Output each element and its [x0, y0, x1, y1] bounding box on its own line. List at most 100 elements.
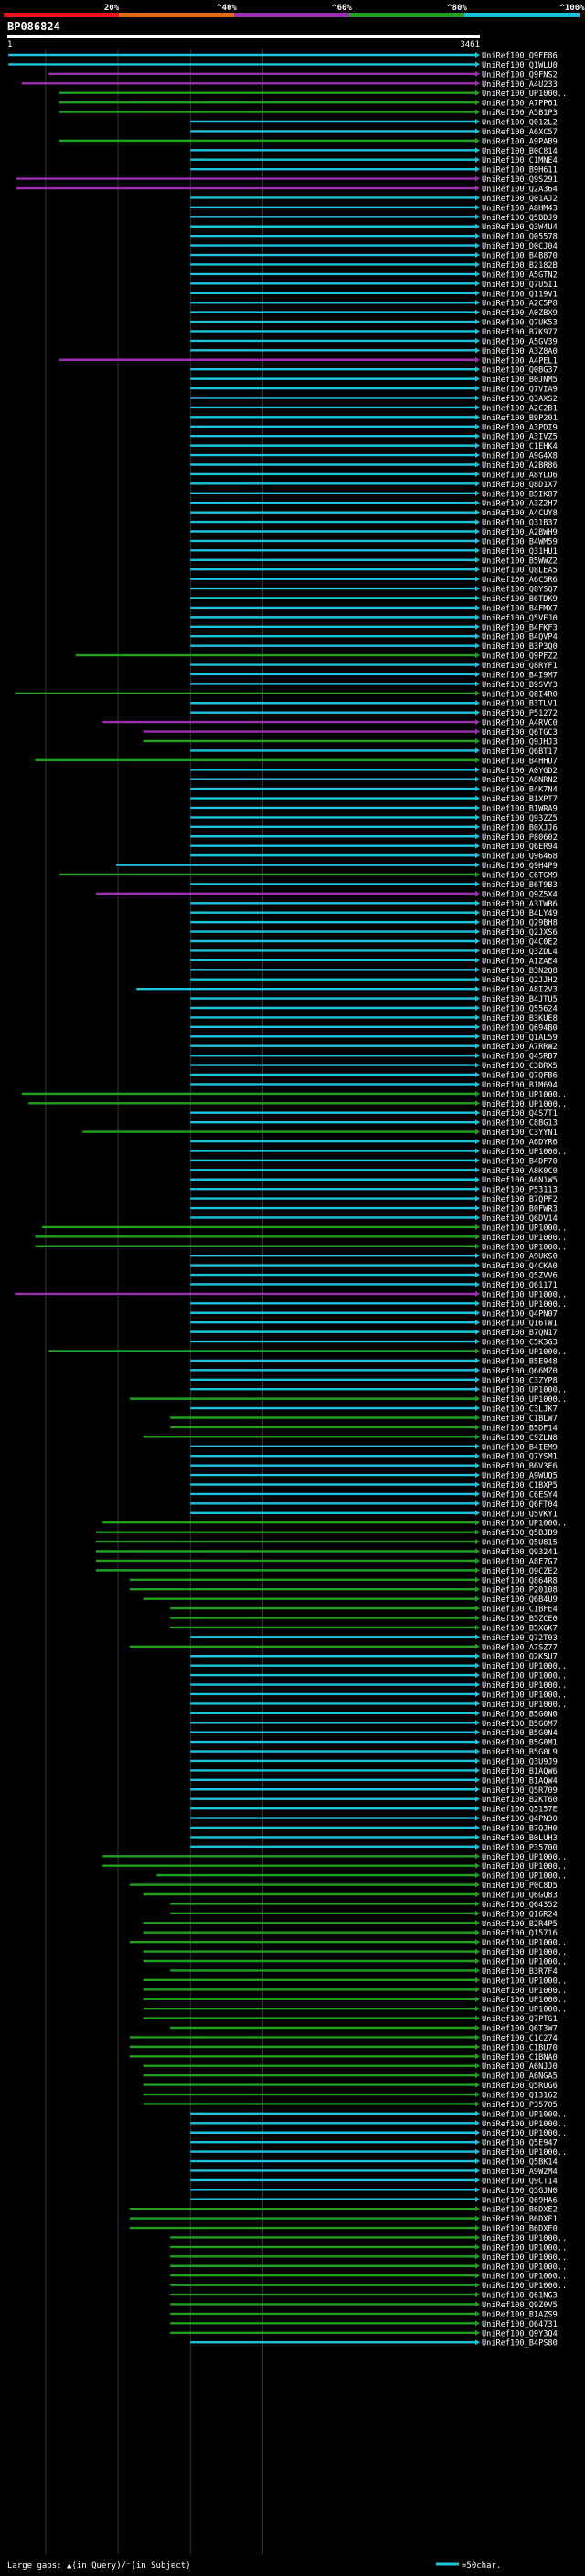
- hit-label[interactable]: UniRef100_P35700: [482, 1843, 558, 1852]
- hit-label[interactable]: UniRef100_Q6T3W7: [482, 2025, 558, 2034]
- hit-label[interactable]: UniRef100_B4QVP4: [482, 633, 558, 642]
- hit-label[interactable]: UniRef100_UP1000..: [482, 1977, 567, 1986]
- hit-label[interactable]: UniRef100_P80602: [482, 833, 558, 843]
- hit-label[interactable]: UniRef100_C3ZYP8: [482, 1376, 558, 1385]
- hit-label[interactable]: UniRef100_Q8I4R0: [482, 690, 558, 699]
- hit-label[interactable]: UniRef100_B1WRA9: [482, 804, 558, 813]
- hit-label[interactable]: UniRef100_P53113: [482, 1186, 558, 1195]
- hit-label[interactable]: UniRef100_UP1000..: [482, 1672, 567, 1681]
- hit-label[interactable]: UniRef100_UP1000..: [482, 1662, 567, 1671]
- hit-label[interactable]: UniRef100_Q5U815: [482, 1539, 558, 1548]
- hit-label[interactable]: UniRef100_Q72T03: [482, 1634, 558, 1643]
- hit-label[interactable]: UniRef100_Q5BJB9: [482, 1529, 558, 1538]
- hit-label[interactable]: UniRef100_UP1000..: [482, 1872, 567, 1882]
- hit-label[interactable]: UniRef100_Q01AJ2: [482, 195, 558, 204]
- hit-label[interactable]: UniRef100_B4FKF3: [482, 623, 558, 632]
- hit-label[interactable]: UniRef100_Q3W4U4: [482, 223, 558, 232]
- hit-label[interactable]: UniRef100_Q864R8: [482, 1576, 558, 1585]
- hit-label[interactable]: UniRef100_UP1000..: [482, 2273, 567, 2282]
- hit-label[interactable]: UniRef100_C6ESY4: [482, 1490, 558, 1500]
- hit-label[interactable]: UniRef100_Q4PN30: [482, 1815, 558, 1824]
- hit-label[interactable]: UniRef100_B7QJH0: [482, 1824, 558, 1833]
- hit-label[interactable]: UniRef100_C1MNE4: [482, 156, 558, 165]
- hit-label[interactable]: UniRef100_B0JNM5: [482, 376, 558, 385]
- hit-label[interactable]: UniRef100_Q2K5U7: [482, 1653, 558, 1662]
- hit-label[interactable]: UniRef100_Q69HA6: [482, 2196, 558, 2205]
- hit-label[interactable]: UniRef100_Q6ER94: [482, 843, 558, 852]
- hit-label[interactable]: UniRef100_B4I9M7: [482, 671, 558, 680]
- hit-label[interactable]: UniRef100_A3IVZ5: [482, 433, 558, 442]
- hit-label[interactable]: UniRef100_Q96468: [482, 853, 558, 862]
- hit-label[interactable]: UniRef100_Q15716: [482, 1929, 558, 1938]
- hit-label[interactable]: UniRef100_UP1000..: [482, 2282, 567, 2291]
- hit-label[interactable]: UniRef100_Q61NG3: [482, 2292, 558, 2301]
- hit-label[interactable]: UniRef100_C1C274: [482, 2034, 558, 2043]
- hit-label[interactable]: UniRef100_A4CUY8: [482, 509, 558, 518]
- hit-label[interactable]: UniRef100_Q45RB7: [482, 1053, 558, 1062]
- hit-label[interactable]: UniRef100_A6NGA5: [482, 2072, 558, 2082]
- hit-label[interactable]: UniRef100_UP1000..: [482, 90, 567, 99]
- hit-label[interactable]: UniRef100_C1BFE4: [482, 1606, 558, 1615]
- hit-label[interactable]: UniRef100_Q9CT14: [482, 2177, 558, 2186]
- hit-label[interactable]: UniRef100_Q93241: [482, 1548, 558, 1557]
- hit-label[interactable]: UniRef100_Q3AXS2: [482, 395, 558, 404]
- hit-label[interactable]: UniRef100_A7RRW2: [482, 1043, 558, 1052]
- hit-label[interactable]: UniRef100_Q5ZVV6: [482, 1272, 558, 1281]
- hit-label[interactable]: UniRef100_Q3U9J9: [482, 1757, 558, 1766]
- hit-label[interactable]: UniRef100_Q1AL59: [482, 1034, 558, 1043]
- hit-label[interactable]: UniRef100_B5G0L9: [482, 1748, 558, 1757]
- hit-label[interactable]: UniRef100_A9PAB9: [482, 137, 558, 146]
- hit-label[interactable]: UniRef100_Q6BT17: [482, 747, 558, 757]
- hit-label[interactable]: UniRef100_B2KT60: [482, 1796, 558, 1805]
- hit-label[interactable]: UniRef100_B2R4P5: [482, 1920, 558, 1929]
- hit-label[interactable]: UniRef100_UP1000..: [482, 1290, 567, 1299]
- hit-label[interactable]: UniRef100_Q5R709: [482, 1786, 558, 1796]
- hit-label[interactable]: UniRef100_Q8RYF1: [482, 662, 558, 671]
- hit-label[interactable]: UniRef100_Q7PTG1: [482, 2015, 558, 2024]
- hit-label[interactable]: UniRef100_Q5BK14: [482, 2158, 558, 2168]
- hit-label[interactable]: UniRef100_Q05578: [482, 233, 558, 242]
- hit-label[interactable]: UniRef100_B9SVY3: [482, 681, 558, 690]
- hit-label[interactable]: UniRef100_Q694B0: [482, 1023, 558, 1033]
- hit-label[interactable]: UniRef100_UP1000..: [482, 1386, 567, 1395]
- hit-label[interactable]: UniRef100_B4JTU5: [482, 995, 558, 1004]
- hit-label[interactable]: UniRef100_A5GV39: [482, 337, 558, 346]
- hit-label[interactable]: UniRef100_B2182B: [482, 261, 558, 270]
- hit-label[interactable]: UniRef100_B5X6K7: [482, 1624, 558, 1633]
- hit-label[interactable]: UniRef100_A5B1P3: [482, 109, 558, 118]
- hit-label[interactable]: UniRef100_B3N2Q8: [482, 967, 558, 976]
- hit-label[interactable]: UniRef100_B9P201: [482, 414, 558, 423]
- hit-label[interactable]: UniRef100_A2C2B1: [482, 404, 558, 413]
- hit-label[interactable]: UniRef100_C6TGM9: [482, 871, 558, 880]
- hit-label[interactable]: UniRef100_A8E7G7: [482, 1557, 558, 1566]
- hit-label[interactable]: UniRef100_Q7UK53: [482, 319, 558, 328]
- hit-label[interactable]: UniRef100_A8I2V3: [482, 986, 558, 995]
- hit-label[interactable]: UniRef100_A9G4X8: [482, 452, 558, 461]
- hit-label[interactable]: UniRef100_A4RVC0: [482, 719, 558, 728]
- hit-label[interactable]: UniRef100_B5ZCE0: [482, 1615, 558, 1624]
- hit-label[interactable]: UniRef100_P35705: [482, 2101, 558, 2110]
- hit-label[interactable]: UniRef100_A8HM43: [482, 204, 558, 213]
- hit-label[interactable]: UniRef100_Q9CZE2: [482, 1567, 558, 1576]
- hit-label[interactable]: UniRef100_C1BLW7: [482, 1415, 558, 1424]
- hit-label[interactable]: UniRef100_B5IK87: [482, 490, 558, 499]
- hit-label[interactable]: UniRef100_Q3ZDL4: [482, 948, 558, 957]
- hit-label[interactable]: UniRef100_UP1000..: [482, 1234, 567, 1243]
- hit-label[interactable]: UniRef100_B6DXE2: [482, 2206, 558, 2215]
- hit-label[interactable]: UniRef100_Q9FE86: [482, 52, 558, 61]
- hit-label[interactable]: UniRef100_A5GTN2: [482, 270, 558, 280]
- hit-label[interactable]: UniRef100_UP1000..: [482, 2263, 567, 2272]
- hit-label[interactable]: UniRef100_A0ZBX9: [482, 309, 558, 318]
- hit-label[interactable]: UniRef100_A9UKS0: [482, 1253, 558, 1262]
- hit-label[interactable]: UniRef100_C1BNA0: [482, 2053, 558, 2062]
- hit-label[interactable]: UniRef100_B3KUE8: [482, 1014, 558, 1023]
- hit-label[interactable]: UniRef100_UP1000..: [482, 1958, 567, 1967]
- hit-label[interactable]: UniRef100_UP1000..: [482, 2148, 567, 2157]
- hit-label[interactable]: UniRef100_B4B870: [482, 252, 558, 261]
- hit-label[interactable]: UniRef100_UP1000..: [482, 2120, 567, 2129]
- hit-label[interactable]: UniRef100_Q9FNS2: [482, 70, 558, 80]
- hit-label[interactable]: UniRef100_B7K977: [482, 328, 558, 337]
- hit-label[interactable]: UniRef100_UP1000..: [482, 1939, 567, 1948]
- hit-label[interactable]: UniRef100_Q2A364: [482, 186, 558, 195]
- hit-label[interactable]: UniRef100_A4PEL1: [482, 356, 558, 366]
